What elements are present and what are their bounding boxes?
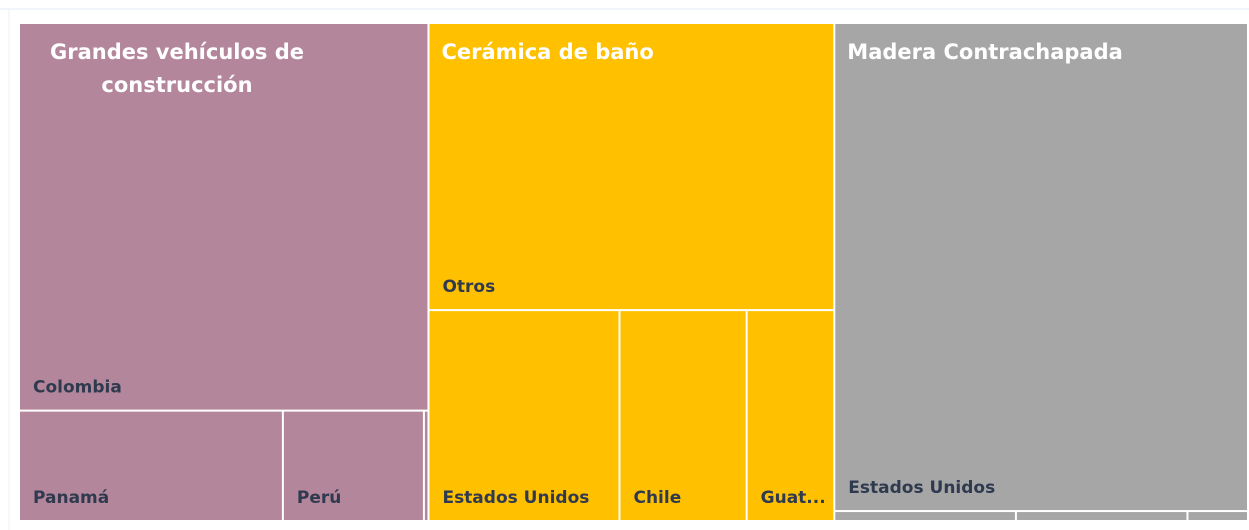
group-label: Cerámica de baño xyxy=(441,40,654,64)
treemap-cell xyxy=(429,311,619,520)
cell-label: Chile xyxy=(633,488,681,508)
treemap-cell xyxy=(429,24,834,310)
treemap-cell xyxy=(620,311,746,520)
treemap-cell xyxy=(835,24,1247,511)
treemap-cell xyxy=(20,24,428,410)
treemap-cell xyxy=(747,311,834,520)
cell-label: Guat... xyxy=(761,488,826,508)
group-label: Madera Contrachapada xyxy=(847,40,1123,64)
cell-label: Estados Unidos xyxy=(442,488,589,508)
group-label-box: Cerámica de baño xyxy=(441,40,654,64)
cell-label: Estados Unidos xyxy=(848,478,995,498)
group-label-box: Madera Contrachapada xyxy=(847,40,1123,64)
treemap-cell xyxy=(835,512,1015,520)
cell-label: Otros xyxy=(442,277,495,297)
treemap-cell xyxy=(1016,512,1187,520)
treemap-cell xyxy=(283,411,423,520)
treemap-cell xyxy=(1188,512,1247,520)
group-label: Grandes vehículos de construcción xyxy=(50,40,304,97)
cell-label: Panamá xyxy=(33,488,109,508)
group-label-box: Grandes vehículos de construcción xyxy=(50,40,304,97)
cell-label: Colombia xyxy=(33,378,122,398)
cell-label: Perú xyxy=(297,488,341,508)
treemap-cell xyxy=(20,411,282,520)
treemap-cell xyxy=(424,411,428,520)
